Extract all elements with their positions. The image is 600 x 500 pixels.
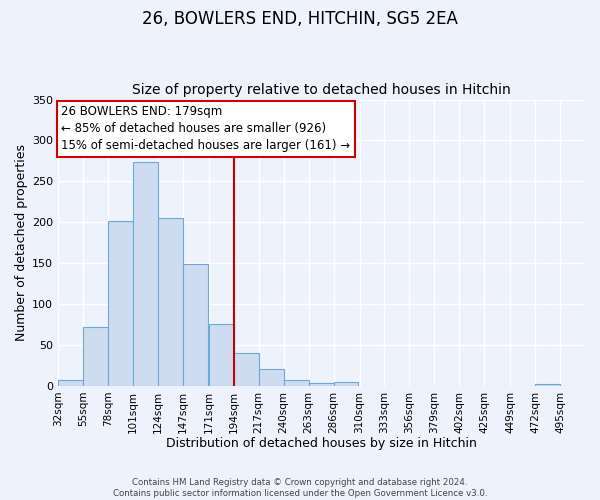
X-axis label: Distribution of detached houses by size in Hitchin: Distribution of detached houses by size … <box>166 437 477 450</box>
Bar <box>284 380 308 386</box>
Bar <box>259 370 284 386</box>
Title: Size of property relative to detached houses in Hitchin: Size of property relative to detached ho… <box>132 83 511 97</box>
Bar <box>58 380 83 386</box>
Bar <box>334 382 358 386</box>
Text: Contains HM Land Registry data © Crown copyright and database right 2024.
Contai: Contains HM Land Registry data © Crown c… <box>113 478 487 498</box>
Bar <box>133 162 158 386</box>
Bar <box>535 384 560 386</box>
Bar <box>83 327 108 386</box>
Text: 26 BOWLERS END: 179sqm
← 85% of detached houses are smaller (926)
15% of semi-de: 26 BOWLERS END: 179sqm ← 85% of detached… <box>61 106 350 152</box>
Bar <box>183 264 208 386</box>
Bar <box>209 324 234 386</box>
Bar <box>158 218 183 386</box>
Bar <box>108 222 133 386</box>
Text: 26, BOWLERS END, HITCHIN, SG5 2EA: 26, BOWLERS END, HITCHIN, SG5 2EA <box>142 10 458 28</box>
Bar <box>234 353 259 386</box>
Bar <box>308 382 334 386</box>
Y-axis label: Number of detached properties: Number of detached properties <box>15 144 28 341</box>
